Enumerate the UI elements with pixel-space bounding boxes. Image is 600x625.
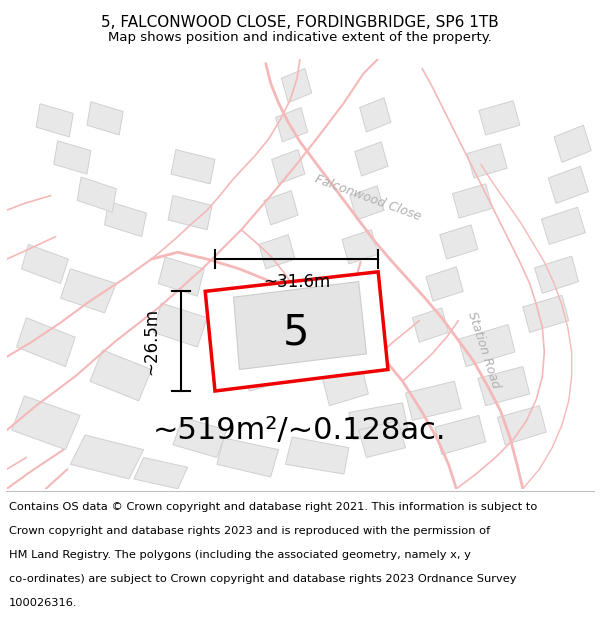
Polygon shape [90, 350, 151, 401]
Polygon shape [349, 402, 407, 440]
Polygon shape [17, 318, 75, 367]
Text: Contains OS data © Crown copyright and database right 2021. This information is : Contains OS data © Crown copyright and d… [9, 503, 538, 512]
Polygon shape [458, 324, 515, 367]
Polygon shape [22, 244, 68, 284]
Polygon shape [134, 458, 188, 489]
Text: Crown copyright and database rights 2023 and is reproduced with the permission o: Crown copyright and database rights 2023… [9, 526, 490, 536]
Text: Map shows position and indicative extent of the property.: Map shows position and indicative extent… [108, 31, 492, 44]
Polygon shape [478, 367, 530, 406]
Polygon shape [246, 318, 287, 352]
Polygon shape [350, 186, 384, 220]
Polygon shape [154, 303, 207, 347]
Polygon shape [171, 149, 215, 184]
Polygon shape [104, 201, 146, 237]
Text: 5: 5 [283, 311, 310, 353]
Polygon shape [497, 406, 546, 445]
Polygon shape [168, 196, 212, 230]
Polygon shape [233, 282, 367, 369]
Polygon shape [523, 295, 569, 333]
Polygon shape [440, 225, 478, 259]
Text: Station Road: Station Road [465, 310, 502, 390]
Polygon shape [322, 367, 368, 406]
Polygon shape [541, 208, 586, 244]
Text: Falconwood Close: Falconwood Close [313, 173, 424, 223]
Text: 5, FALCONWOOD CLOSE, FORDINGBRIDGE, SP6 1TB: 5, FALCONWOOD CLOSE, FORDINGBRIDGE, SP6 … [101, 14, 499, 29]
Polygon shape [467, 144, 507, 178]
Polygon shape [406, 381, 461, 421]
Polygon shape [548, 166, 588, 203]
Polygon shape [342, 230, 378, 264]
Polygon shape [426, 267, 463, 301]
Polygon shape [87, 102, 123, 135]
Polygon shape [259, 234, 295, 269]
Text: 100026316.: 100026316. [9, 598, 77, 608]
Polygon shape [412, 308, 449, 342]
Polygon shape [272, 149, 305, 184]
Polygon shape [328, 321, 368, 357]
Polygon shape [77, 177, 116, 212]
Polygon shape [452, 184, 493, 218]
Text: ~519m²/~0.128ac.: ~519m²/~0.128ac. [153, 416, 447, 444]
Polygon shape [359, 421, 406, 457]
Polygon shape [54, 141, 91, 174]
Polygon shape [332, 276, 371, 311]
Polygon shape [252, 279, 290, 313]
Polygon shape [12, 396, 80, 449]
Polygon shape [479, 101, 520, 135]
Text: ~26.5m: ~26.5m [142, 308, 160, 375]
Polygon shape [173, 418, 227, 457]
Polygon shape [359, 98, 391, 132]
Polygon shape [242, 357, 286, 391]
Polygon shape [535, 256, 578, 293]
Polygon shape [435, 416, 485, 454]
Polygon shape [281, 69, 312, 102]
Text: ~31.6m: ~31.6m [263, 272, 330, 291]
Polygon shape [205, 272, 388, 391]
Polygon shape [264, 191, 298, 225]
Polygon shape [61, 269, 116, 313]
Polygon shape [70, 435, 143, 479]
Polygon shape [355, 142, 388, 176]
Polygon shape [217, 438, 278, 477]
Text: HM Land Registry. The polygons (including the associated geometry, namely x, y: HM Land Registry. The polygons (includin… [9, 550, 471, 560]
Polygon shape [275, 107, 308, 142]
Polygon shape [554, 125, 591, 162]
Text: co-ordinates) are subject to Crown copyright and database rights 2023 Ordnance S: co-ordinates) are subject to Crown copyr… [9, 574, 517, 584]
Polygon shape [158, 257, 204, 296]
Polygon shape [36, 104, 73, 137]
Polygon shape [286, 437, 349, 474]
